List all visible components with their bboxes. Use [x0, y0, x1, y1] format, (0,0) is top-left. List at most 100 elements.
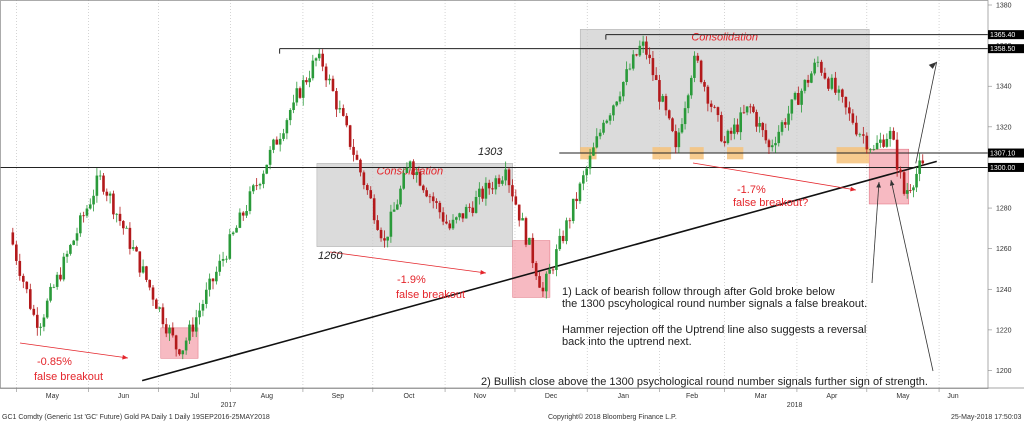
candle-body [595, 136, 599, 148]
candle-body [551, 269, 555, 271]
candle-body [645, 41, 648, 55]
candle-body [428, 196, 432, 198]
candle-body [461, 213, 465, 219]
consolidation-label: Consolidation [691, 31, 758, 43]
candle-body [376, 220, 379, 230]
candle-body [902, 172, 906, 194]
candle-body [729, 130, 733, 134]
candle-body [677, 132, 681, 148]
candle-body [402, 172, 406, 189]
candle-body [588, 155, 592, 169]
footer-source: GC1 Comdty (Generic 1st 'GC' Future) Gol… [2, 414, 270, 421]
candle-body [806, 79, 810, 83]
breakout-1-arrow [19, 342, 129, 359]
candle-body [191, 324, 195, 332]
candle-body [194, 317, 198, 332]
breakout-2-arrow [329, 251, 487, 274]
candle-body [262, 173, 265, 185]
y-tick-label: 1240 [996, 287, 1012, 294]
price-tag-label: 1358.50 [990, 46, 1015, 53]
candle-body [298, 88, 302, 98]
x-tick-label: May [46, 393, 60, 400]
note-2-line-2: back into the uptrend next. [562, 336, 692, 348]
candle-body [830, 77, 834, 89]
year-label: 2018 [787, 402, 803, 409]
candle-body [425, 190, 428, 197]
candle-body [869, 149, 872, 151]
candle-body [69, 244, 72, 254]
consolidation-box [316, 163, 513, 247]
candle-body [622, 81, 625, 97]
candle-body [118, 213, 122, 222]
candle-body [102, 175, 105, 192]
footer-copyright: Copyright© 2018 Bloomberg Finance L.P. [548, 413, 677, 421]
x-tick-label: Jan [618, 393, 629, 400]
candle-body [511, 185, 514, 197]
y-tick-label: 1380 [996, 3, 1012, 10]
candle-body [892, 130, 895, 140]
bullish-close-arrow [890, 179, 934, 372]
candle-body [45, 300, 49, 318]
candle-body [464, 206, 468, 219]
candle-body [608, 115, 612, 121]
candle-body [481, 188, 484, 199]
y-tick-label: 1340 [996, 84, 1012, 91]
candle-body [555, 249, 558, 270]
candle-body [148, 279, 152, 288]
candle-body [52, 286, 56, 288]
candle-body [918, 160, 921, 174]
candle-body [231, 232, 235, 235]
candle-body [225, 258, 228, 260]
note-1-line-2: the 1300 pscyhological round number sign… [562, 298, 867, 310]
candle-body [221, 259, 225, 261]
candle-body [921, 160, 925, 164]
candle-body [875, 142, 879, 150]
candle-body [571, 198, 575, 221]
candle-body [628, 68, 632, 70]
x-tick-label: Oct [404, 393, 415, 400]
candle-body [145, 266, 148, 280]
candle-body [335, 91, 338, 110]
candle-body [538, 276, 541, 288]
breakout-2-label: false breakout [396, 289, 465, 301]
candle-body [671, 118, 674, 132]
candle-body [125, 227, 128, 229]
candle-body [155, 299, 158, 309]
support-touch-box [836, 147, 870, 164]
candle-body [389, 211, 393, 237]
candle-body [517, 204, 521, 221]
candle-body [713, 106, 716, 108]
candle-body [366, 185, 369, 191]
level-1260-label: 1260 [318, 250, 343, 262]
candle-body [790, 99, 794, 114]
candle-body [905, 190, 909, 194]
candle-body [415, 171, 419, 176]
breakout-3-arrow [692, 162, 857, 191]
candle-body [369, 190, 373, 199]
candle-body [435, 201, 438, 203]
x-tick-label: Mar [755, 393, 768, 400]
candle-body [575, 198, 578, 202]
projection-arrow [915, 61, 938, 164]
candle-body [28, 289, 32, 309]
candle-body [909, 190, 912, 191]
candle-body [471, 207, 475, 213]
candle-body [474, 196, 478, 213]
note-2-line-1: Hammer rejection off the Uptrend line al… [562, 324, 866, 336]
candle-body [128, 227, 132, 249]
bullish-close-arrow-head [889, 180, 895, 186]
candle-body [882, 139, 885, 147]
candle-body [211, 278, 215, 282]
candle-body [386, 236, 389, 241]
candle-body [885, 138, 889, 147]
candle-body [372, 198, 376, 221]
candle-body [787, 113, 790, 125]
candle-body [514, 196, 518, 205]
candle-body [638, 45, 642, 56]
year-label: 2017 [221, 402, 237, 409]
breakout-3-percent: -1.7% [737, 184, 766, 196]
candle-body [317, 53, 321, 59]
candle-body [362, 172, 366, 186]
candle-body [865, 135, 869, 150]
candle-body [135, 247, 138, 252]
